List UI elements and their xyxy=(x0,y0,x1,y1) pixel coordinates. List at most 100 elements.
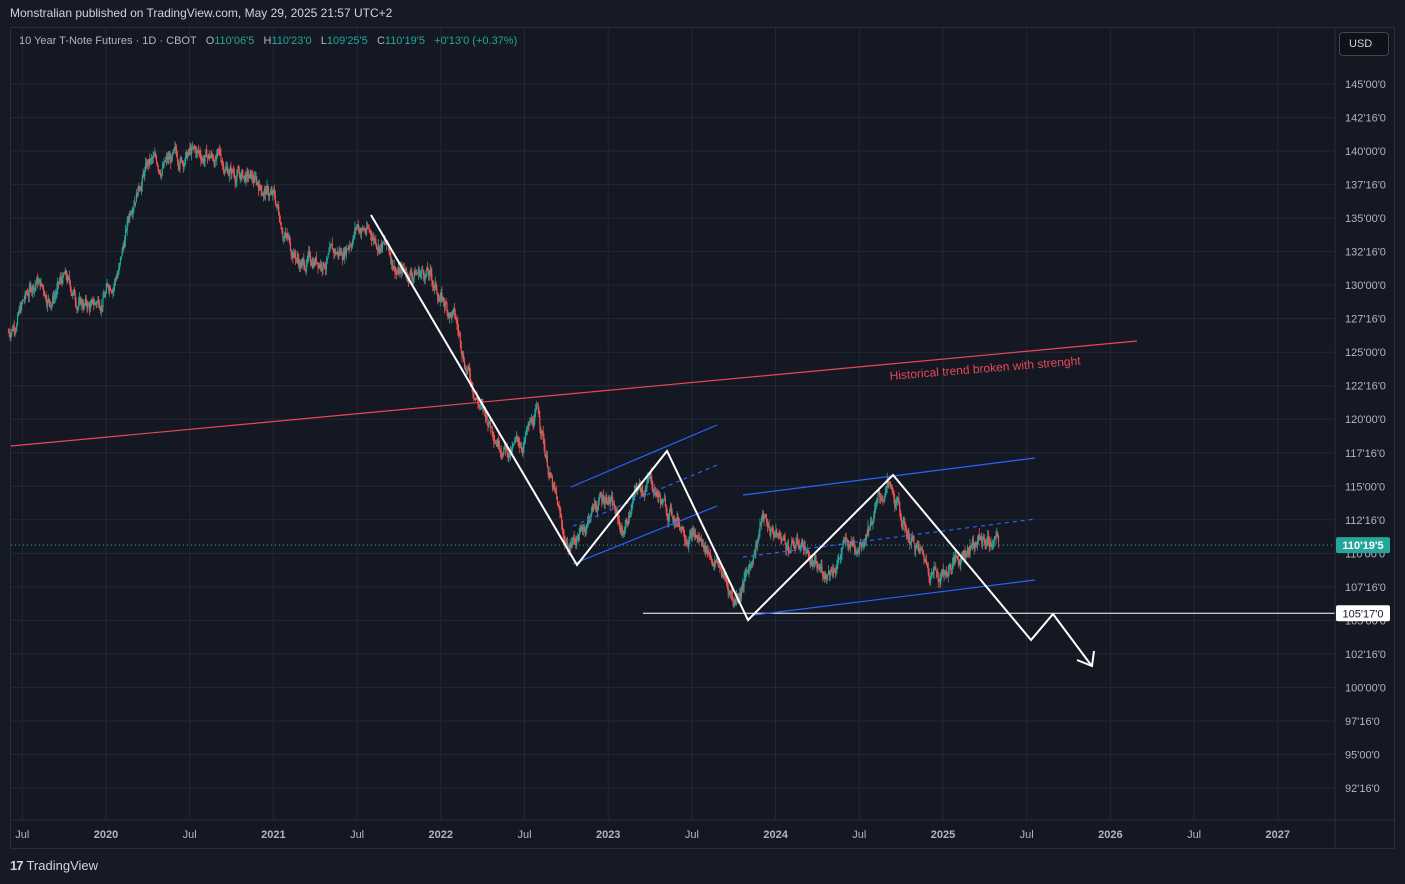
candle-body xyxy=(428,271,430,276)
candle-body xyxy=(40,283,42,287)
candle-body xyxy=(518,441,520,445)
candle-body xyxy=(633,490,636,499)
candle-body xyxy=(127,218,129,221)
candle-body xyxy=(850,541,852,543)
candle-body xyxy=(812,560,814,566)
candle-body xyxy=(61,278,63,284)
candle-body xyxy=(239,173,241,180)
candle-body xyxy=(287,236,289,238)
candle-body xyxy=(141,177,143,186)
candle-body xyxy=(797,541,800,546)
candle-body xyxy=(363,229,365,231)
candle-body xyxy=(545,456,548,459)
candle-body xyxy=(993,537,995,541)
candle-body xyxy=(776,534,779,536)
candle-body xyxy=(384,240,386,243)
candle-body xyxy=(460,342,462,351)
candle-body xyxy=(966,547,969,554)
candle-body xyxy=(273,190,276,196)
candle-body xyxy=(766,522,769,528)
currency-button[interactable]: USD xyxy=(1339,32,1389,56)
candle-body xyxy=(175,146,177,150)
candle-body xyxy=(706,546,708,554)
y-tick-label: 140'00'0 xyxy=(1345,146,1386,158)
candle-body xyxy=(139,187,141,190)
candle-body xyxy=(718,562,720,564)
candle-body xyxy=(521,449,523,452)
y-tick-label: 117'16'0 xyxy=(1345,448,1385,460)
x-tick-label: Jul xyxy=(685,829,699,841)
candle-body xyxy=(757,536,759,542)
candle-body xyxy=(329,247,331,252)
candle-body xyxy=(641,490,643,493)
chart-pane[interactable] xyxy=(10,27,1395,849)
candle-body xyxy=(398,268,400,275)
candle-body xyxy=(965,554,967,558)
candle-body xyxy=(396,273,399,274)
candle-body xyxy=(710,558,713,560)
candle-body xyxy=(227,173,230,176)
candle-body xyxy=(42,284,44,287)
candle-body xyxy=(11,329,14,331)
candle-body xyxy=(584,527,586,531)
candle-body xyxy=(43,291,45,297)
candle-body xyxy=(46,300,48,306)
candle-body xyxy=(367,227,369,229)
candle-body xyxy=(795,543,797,549)
x-tick-label: Jul xyxy=(1020,829,1034,841)
candle-body xyxy=(191,148,194,149)
candle-body xyxy=(720,569,723,575)
candle-body xyxy=(429,270,431,272)
candle-body xyxy=(59,277,61,282)
candle-body xyxy=(762,513,764,520)
candle-body xyxy=(451,314,453,318)
candle-body xyxy=(942,569,944,572)
candle-body xyxy=(607,500,609,505)
candle-body xyxy=(233,172,235,178)
candle-body xyxy=(71,292,73,296)
candle-body xyxy=(802,540,804,547)
candle-body xyxy=(228,172,230,176)
candle-body xyxy=(625,519,627,527)
candle-body xyxy=(229,167,231,173)
candle-body xyxy=(848,541,850,548)
candle-body xyxy=(734,599,736,605)
candle-body xyxy=(727,585,729,593)
candle-body xyxy=(497,439,499,447)
candle-body xyxy=(423,275,425,281)
candle-body xyxy=(790,545,792,553)
candle-body xyxy=(196,151,198,154)
candle-body xyxy=(698,537,700,539)
candle-body xyxy=(992,543,994,547)
candle-body xyxy=(118,267,120,274)
candle-body xyxy=(145,163,147,171)
candle-body xyxy=(561,523,564,532)
candle-body xyxy=(180,157,182,162)
tradingview-footer[interactable]: 17 TradingView xyxy=(10,858,98,873)
candle-body xyxy=(113,286,115,290)
candle-body xyxy=(291,253,293,256)
candle-body xyxy=(152,156,154,159)
candle-body xyxy=(563,535,565,537)
candle-body xyxy=(137,186,139,197)
candle-body xyxy=(722,573,724,577)
candle-body xyxy=(149,158,151,163)
candle-body xyxy=(360,229,363,234)
candle-body xyxy=(168,157,170,160)
candle-body xyxy=(343,253,345,258)
candle-body xyxy=(316,262,318,263)
candle-body xyxy=(670,505,672,512)
candle-body xyxy=(539,416,541,427)
candle-body xyxy=(206,149,208,158)
candle-body xyxy=(534,413,536,421)
candle-body xyxy=(730,591,732,594)
candle-body xyxy=(268,192,270,196)
candle-body xyxy=(250,170,252,178)
candle-body xyxy=(576,535,579,537)
candle-body xyxy=(915,548,917,551)
candle-body xyxy=(646,481,648,488)
candle-body xyxy=(773,534,775,537)
candle-body xyxy=(309,256,312,262)
candle-body xyxy=(907,531,909,537)
